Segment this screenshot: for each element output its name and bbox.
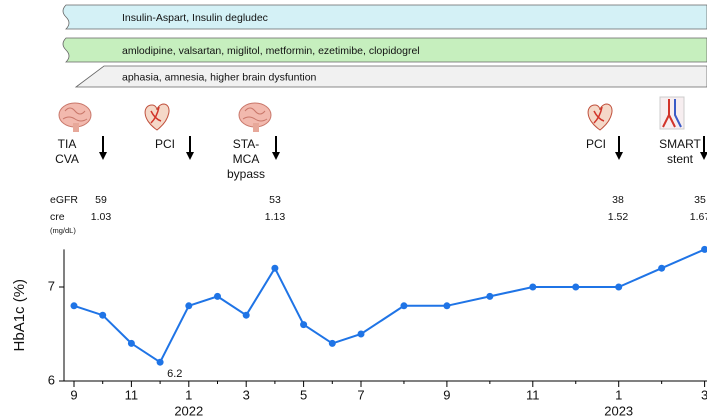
x-tick-label: 11	[125, 387, 139, 402]
data-point	[214, 293, 221, 300]
event-arrowhead	[186, 152, 194, 160]
event-label: PCI	[586, 137, 606, 151]
event-arrowhead	[700, 152, 707, 160]
page: {"timeline": { "bands": [ {"text": "Insu…	[0, 0, 707, 419]
lab-unit: (mg/dL)	[50, 226, 76, 235]
x-tick-label: 3	[701, 387, 707, 402]
y-tick-label: 6	[48, 372, 55, 387]
event-arrowhead	[99, 152, 107, 160]
data-point	[400, 302, 407, 309]
data-point	[271, 265, 278, 272]
data-point	[128, 340, 135, 347]
data-label: 6.2	[167, 368, 182, 380]
band-text: Insulin-Aspart, Insulin degludec	[122, 12, 268, 24]
data-line	[74, 249, 705, 362]
lab-value: 1.52	[608, 211, 629, 223]
event-arrowhead	[615, 152, 623, 160]
data-point	[185, 302, 192, 309]
lab-value: 1.13	[265, 211, 286, 223]
lab-value: 59	[95, 194, 107, 206]
event-label: PCI	[155, 137, 175, 151]
lab-value: 38	[612, 194, 624, 206]
data-point	[358, 331, 365, 338]
y-axis-label: HbA1c (%)	[11, 279, 28, 352]
lab-value: 1.67	[690, 211, 707, 223]
event-arrowhead	[272, 152, 280, 160]
heart-icon	[588, 104, 612, 130]
x-tick-label: 1	[615, 387, 622, 402]
lab-value: 53	[269, 194, 281, 206]
year-label: 2023	[604, 403, 633, 418]
data-point	[658, 265, 665, 272]
data-point	[71, 302, 78, 309]
heart-icon	[145, 104, 169, 130]
event-label: SMART	[659, 137, 701, 151]
event-label: bypass	[227, 167, 265, 181]
data-point	[300, 321, 307, 328]
y-tick-label: 7	[48, 278, 55, 293]
x-tick-label: 9	[443, 387, 450, 402]
brain-icon	[239, 103, 271, 132]
data-point	[486, 293, 493, 300]
vessel-icon	[660, 97, 684, 129]
data-point	[157, 359, 164, 366]
data-point	[99, 312, 106, 319]
event-label: CVA	[55, 152, 79, 166]
brain-icon	[59, 103, 91, 132]
lab-name: cre	[50, 211, 65, 223]
year-label: 2022	[174, 403, 203, 418]
band-text: aphasia, amnesia, higher brain dysfuntio…	[122, 71, 317, 83]
lab-value: 1.03	[91, 211, 112, 223]
x-tick-label: 1	[185, 387, 192, 402]
event-label: TIA	[58, 137, 77, 151]
data-point	[443, 302, 450, 309]
lab-value: 35	[694, 194, 706, 206]
x-tick-label: 9	[70, 387, 77, 402]
figure: Insulin-Aspart, Insulin degludec amlodipi…	[0, 0, 707, 419]
data-point	[701, 246, 707, 253]
data-point	[243, 312, 250, 319]
event-label: stent	[667, 152, 694, 166]
data-point	[329, 340, 336, 347]
lab-name: eGFR	[50, 194, 78, 206]
x-tick-label: 3	[243, 387, 250, 402]
x-tick-label: 7	[357, 387, 364, 402]
data-point	[615, 284, 622, 291]
x-tick-label: 5	[300, 387, 307, 402]
x-tick-label: 11	[526, 387, 540, 402]
band-text: amlodipine, valsartan, miglitol, metform…	[122, 45, 420, 57]
data-point	[572, 284, 579, 291]
data-point	[529, 284, 536, 291]
event-label: MCA	[233, 152, 260, 166]
event-label: STA-	[233, 137, 259, 151]
